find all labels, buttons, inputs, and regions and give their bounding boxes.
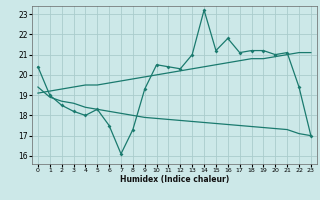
X-axis label: Humidex (Indice chaleur): Humidex (Indice chaleur) (120, 175, 229, 184)
